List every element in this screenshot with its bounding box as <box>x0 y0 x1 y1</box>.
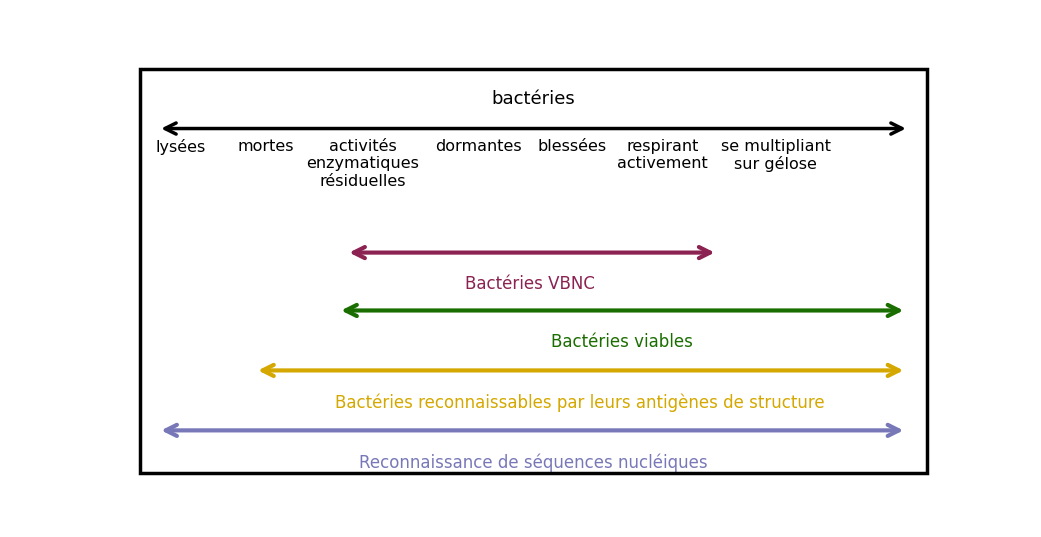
Text: Bactéries viables: Bactéries viables <box>552 333 693 351</box>
Text: respirant
activement: respirant activement <box>617 139 708 171</box>
Text: blessées: blessées <box>537 139 607 154</box>
Text: lysées: lysées <box>156 139 206 155</box>
Text: Bactéries reconnaissables par leurs antigènes de structure: Bactéries reconnaissables par leurs anti… <box>335 393 826 412</box>
Text: Reconnaissance de séquences nucléiques: Reconnaissance de séquences nucléiques <box>359 453 708 471</box>
Text: se multipliant
sur gélose: se multipliant sur gélose <box>720 139 831 172</box>
Text: bactéries: bactéries <box>491 90 576 108</box>
Text: dormantes: dormantes <box>435 139 522 154</box>
Text: Bactéries VBNC: Bactéries VBNC <box>464 275 594 293</box>
Text: mortes: mortes <box>237 139 294 154</box>
Text: activités
enzymatiques
résiduelles: activités enzymatiques résiduelles <box>306 139 418 188</box>
